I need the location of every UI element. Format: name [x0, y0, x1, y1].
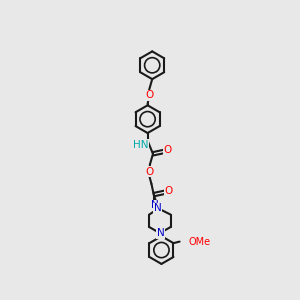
Text: N: N [154, 203, 161, 214]
Text: O: O [164, 186, 172, 196]
Text: OMe: OMe [189, 237, 211, 247]
Text: N: N [151, 200, 158, 210]
Text: O: O [146, 90, 154, 100]
Text: O: O [164, 145, 172, 155]
Text: N: N [157, 228, 165, 238]
Text: HN: HN [133, 140, 148, 150]
Text: O: O [146, 167, 154, 176]
